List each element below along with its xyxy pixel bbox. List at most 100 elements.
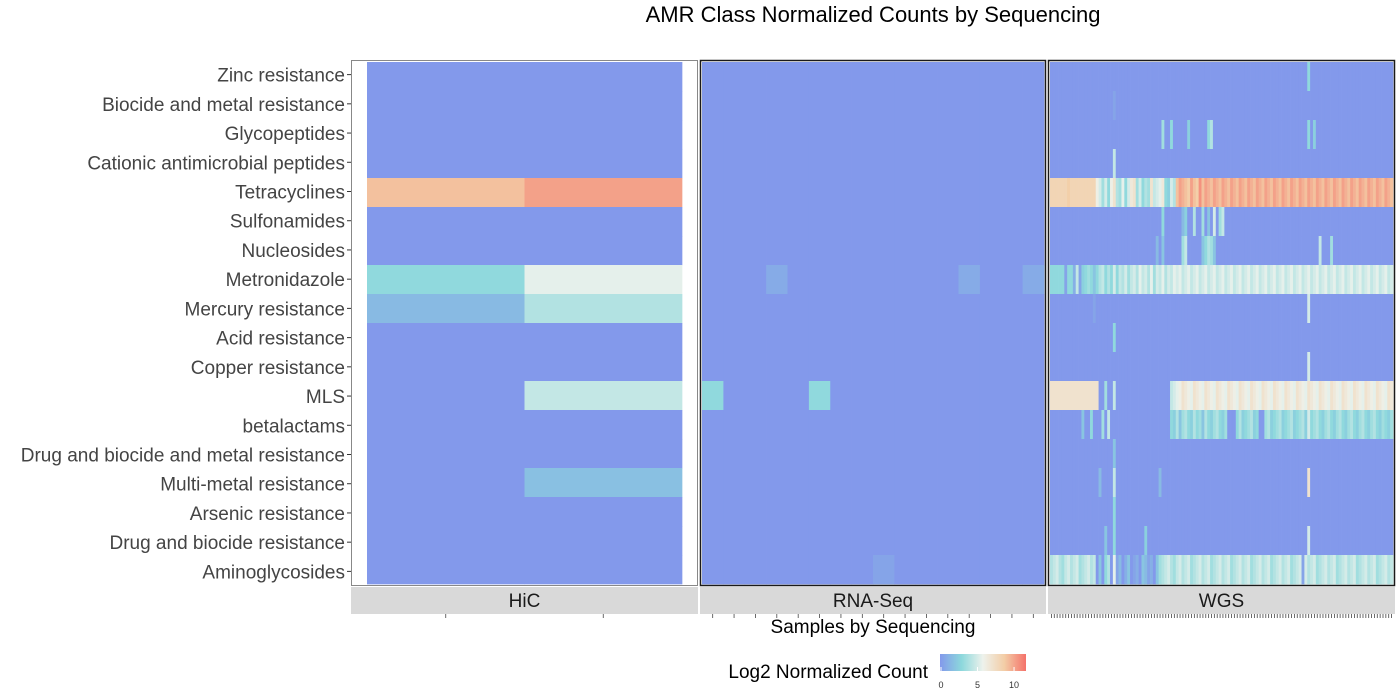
- heatmap-cell: [937, 381, 959, 411]
- heatmap-cell: [1338, 410, 1342, 440]
- heatmap-cell: [1127, 149, 1131, 179]
- heatmap-cell: [894, 236, 917, 266]
- heatmap-cell: [808, 265, 831, 295]
- heatmap-cell: [894, 120, 917, 150]
- heatmap-cell: [1084, 207, 1088, 237]
- heatmap-cell: [1312, 497, 1317, 527]
- heatmap-cell: [1132, 555, 1137, 585]
- heatmap-cell: [1304, 120, 1308, 150]
- heatmap-cell: [1104, 294, 1108, 324]
- heatmap-cell: [830, 294, 852, 324]
- heatmap-cell: [1190, 236, 1194, 266]
- heatmap-cell: [1184, 352, 1188, 382]
- heatmap-cell: [1178, 555, 1182, 585]
- heatmap-cell: [1298, 294, 1302, 324]
- heatmap-cell: [915, 439, 938, 469]
- heatmap-cell: [1298, 410, 1302, 440]
- heatmap-cell: [1384, 178, 1388, 208]
- heatmap-cell: [1178, 149, 1182, 179]
- heatmap-cell: [894, 91, 917, 121]
- heatmap-cell: [1055, 178, 1059, 208]
- heatmap-cell: [1164, 91, 1168, 121]
- heatmap-cell: [1250, 207, 1254, 237]
- heatmap-cell: [1158, 294, 1162, 324]
- heatmap-cell: [1352, 62, 1357, 92]
- heatmap-cell: [787, 207, 810, 237]
- heatmap-cell: [1318, 468, 1322, 498]
- heatmap-cell: [1298, 526, 1302, 556]
- heatmap-cell: [1332, 497, 1337, 527]
- heatmap-cell: [1252, 149, 1257, 179]
- heatmap-cell: [1050, 149, 1054, 179]
- heatmap-cell: [915, 352, 938, 382]
- heatmap-cell: [1347, 236, 1351, 266]
- heatmap-cell: [1275, 91, 1280, 121]
- heatmap-cell: [1390, 120, 1394, 150]
- heatmap-cell: [1195, 178, 1199, 208]
- heatmap-cell: [1255, 149, 1260, 179]
- heatmap-cell: [1275, 178, 1280, 208]
- heatmap-cell: [1230, 178, 1234, 208]
- heatmap-cell: [1295, 62, 1300, 92]
- heatmap-cell: [1238, 149, 1242, 179]
- heatmap-cell: [1221, 207, 1225, 237]
- heatmap-cell: [1064, 178, 1068, 208]
- heatmap-cell: [1058, 323, 1062, 353]
- heatmap-cell: [1267, 91, 1271, 121]
- heatmap-cell: [1138, 149, 1142, 179]
- heatmap-cell: [1092, 294, 1097, 324]
- heatmap-cell: [1347, 207, 1351, 237]
- heatmap-cell: [1341, 526, 1345, 556]
- heatmap-cell: [894, 555, 917, 585]
- heatmap-cell: [1201, 294, 1205, 324]
- heatmap-cell: [1081, 236, 1085, 266]
- heatmap-cell: [1367, 555, 1371, 585]
- heatmap-cell: [1292, 381, 1297, 411]
- heatmap-cell: [1187, 120, 1191, 150]
- heatmap-cell: [1241, 497, 1245, 527]
- heatmap-cell: [1295, 207, 1300, 237]
- heatmap-cell: [1381, 62, 1385, 92]
- heatmap-cell: [1207, 294, 1211, 324]
- heatmap-cell: [1192, 439, 1197, 469]
- heatmap-cell: [1344, 555, 1348, 585]
- heatmap-cell: [1350, 468, 1354, 498]
- heatmap-cell: [873, 410, 895, 440]
- heatmap-cell: [1187, 236, 1191, 266]
- heatmap-cell: [1370, 381, 1374, 411]
- heatmap-cell: [1090, 149, 1094, 179]
- heatmap-cell: [1147, 410, 1151, 440]
- heatmap-cell: [1192, 555, 1197, 585]
- heatmap-cell: [1252, 120, 1257, 150]
- heatmap-cell: [1327, 265, 1331, 295]
- heatmap-cell: [1078, 178, 1082, 208]
- heatmap-cell: [1381, 120, 1385, 150]
- heatmap-cell: [1252, 178, 1257, 208]
- heatmap-cell: [1264, 526, 1268, 556]
- heatmap-cell: [1284, 91, 1288, 121]
- heatmap-cell: [1221, 526, 1225, 556]
- heatmap-cell: [1061, 294, 1065, 324]
- y-tick-label: betalactams: [243, 416, 345, 437]
- heatmap-cell: [1095, 265, 1099, 295]
- heatmap-cell: [1084, 468, 1088, 498]
- heatmap-cell: [1124, 410, 1128, 440]
- heatmap-cell: [1375, 236, 1380, 266]
- heatmap-cell: [830, 526, 852, 556]
- heatmap-cell: [1272, 352, 1277, 382]
- heatmap-cell: [1287, 294, 1291, 324]
- heatmap-cell: [1158, 381, 1162, 411]
- heatmap-cell: [915, 236, 938, 266]
- heatmap-cell: [1298, 120, 1302, 150]
- heatmap-cell: [1050, 526, 1054, 556]
- heatmap-cell: [1067, 294, 1071, 324]
- heatmap-cell: [1192, 265, 1197, 295]
- heatmap-cell: [1110, 149, 1114, 179]
- heatmap-cell: [1175, 207, 1179, 237]
- heatmap-cell: [1152, 236, 1157, 266]
- heatmap-cell: [1050, 410, 1054, 440]
- heatmap-cell: [1232, 468, 1237, 498]
- heatmap-cell: [1155, 62, 1159, 92]
- heatmap-cell: [1244, 352, 1248, 382]
- heatmap-cell: [1181, 410, 1185, 440]
